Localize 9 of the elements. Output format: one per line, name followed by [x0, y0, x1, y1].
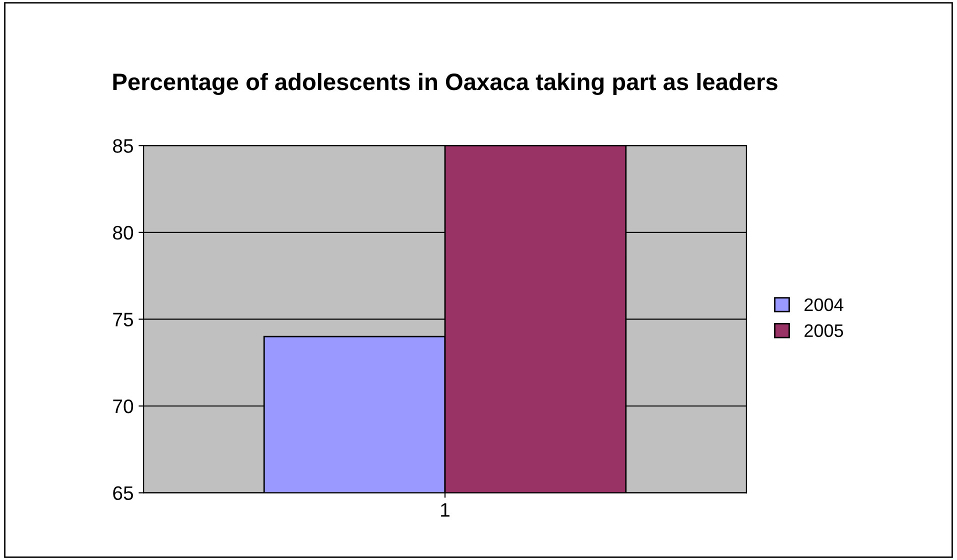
legend-label: 2005 [804, 324, 844, 338]
y-tick-label: 80 [113, 226, 134, 240]
x-tick-label: 1 [441, 503, 450, 517]
legend-label: 2004 [804, 298, 844, 312]
y-tick-label: 75 [113, 312, 134, 326]
y-tick-label: 70 [113, 399, 134, 414]
chart-title: Percentage of adolescents in Oaxaca taking part as leaders [113, 72, 778, 96]
y-tick-label: 85 [113, 139, 134, 153]
y-tick-label: 65 [113, 486, 134, 500]
